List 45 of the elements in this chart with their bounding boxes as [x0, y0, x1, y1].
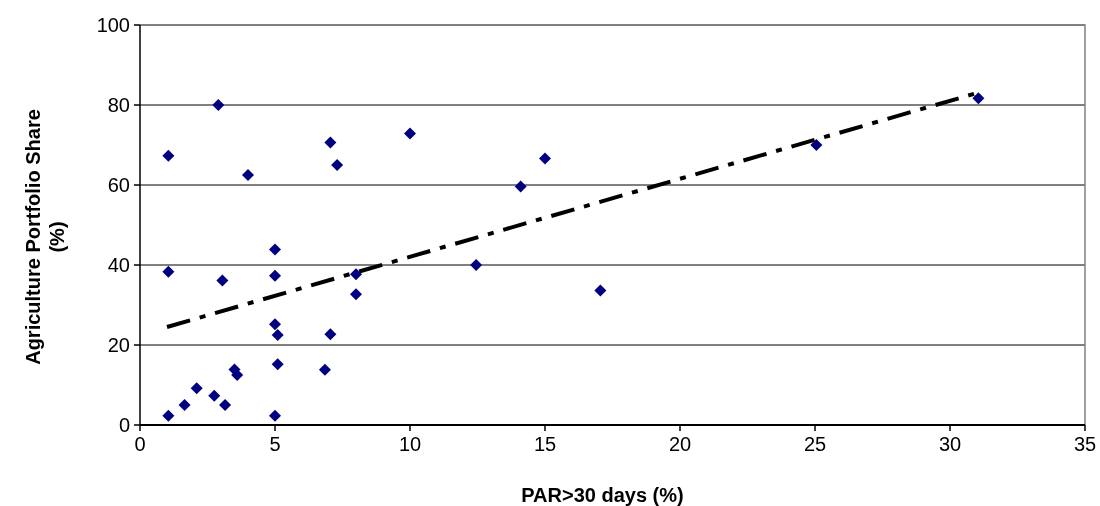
point: [539, 152, 551, 165]
point: [972, 92, 985, 105]
point: [594, 284, 607, 297]
point: [219, 399, 232, 411]
point: [212, 99, 225, 111]
point: [162, 409, 175, 422]
x-tick-label: 15: [533, 433, 557, 455]
x-tick-label: 30: [938, 433, 962, 455]
point: [178, 399, 191, 411]
y-tick-label: 100: [96, 14, 130, 36]
point: [269, 269, 281, 282]
x-tick-label: 5: [269, 433, 281, 455]
point: [331, 159, 344, 171]
point: [269, 243, 281, 256]
y-tick-label: 40: [107, 254, 130, 276]
point: [269, 409, 281, 422]
point: [190, 382, 203, 395]
point: [269, 318, 281, 331]
y-axis-title: Agriculture Portfolio Share (%): [22, 109, 68, 365]
x-tick-label: 25: [803, 433, 827, 455]
point: [216, 274, 229, 287]
point: [324, 328, 337, 341]
point: [318, 363, 331, 376]
y-tick-label: 0: [118, 414, 130, 436]
point: [404, 127, 416, 140]
x-tick-label: 20: [668, 433, 692, 455]
x-tick-label: 10: [398, 433, 422, 455]
point: [470, 259, 483, 271]
point: [324, 136, 337, 149]
y-tick-label: 60: [107, 174, 130, 196]
point: [514, 180, 527, 193]
y-tick-label: 20: [107, 334, 130, 356]
point: [350, 268, 362, 281]
y-tick-label: 80: [107, 94, 130, 116]
point: [271, 329, 284, 341]
x-tick-label: 35: [1073, 433, 1097, 455]
point: [242, 169, 254, 181]
point: [350, 288, 362, 301]
x-tick-label: 0: [134, 433, 146, 455]
x-axis-title: PAR>30 days (%): [521, 484, 684, 506]
point: [810, 139, 823, 151]
point: [208, 389, 221, 402]
point: [271, 358, 284, 371]
point: [162, 265, 175, 278]
point: [162, 149, 175, 162]
